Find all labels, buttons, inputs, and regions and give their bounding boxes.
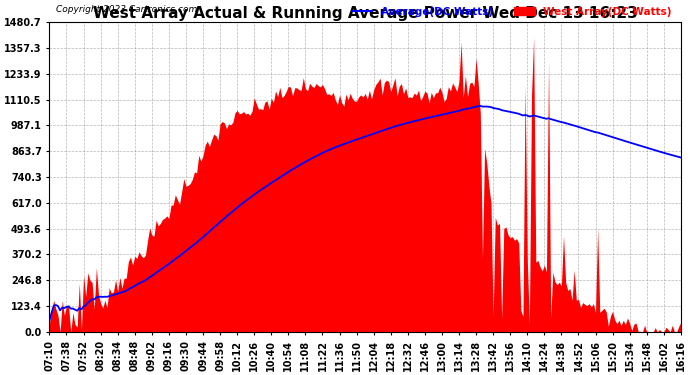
Text: Copyright 2023 Cartronics.com: Copyright 2023 Cartronics.com — [56, 5, 197, 14]
Legend: Average(DC Watts), West Array(DC Watts): Average(DC Watts), West Array(DC Watts) — [348, 3, 676, 21]
Title: West Array Actual & Running Average Power Wed Dec 13 16:23: West Array Actual & Running Average Powe… — [92, 6, 638, 21]
